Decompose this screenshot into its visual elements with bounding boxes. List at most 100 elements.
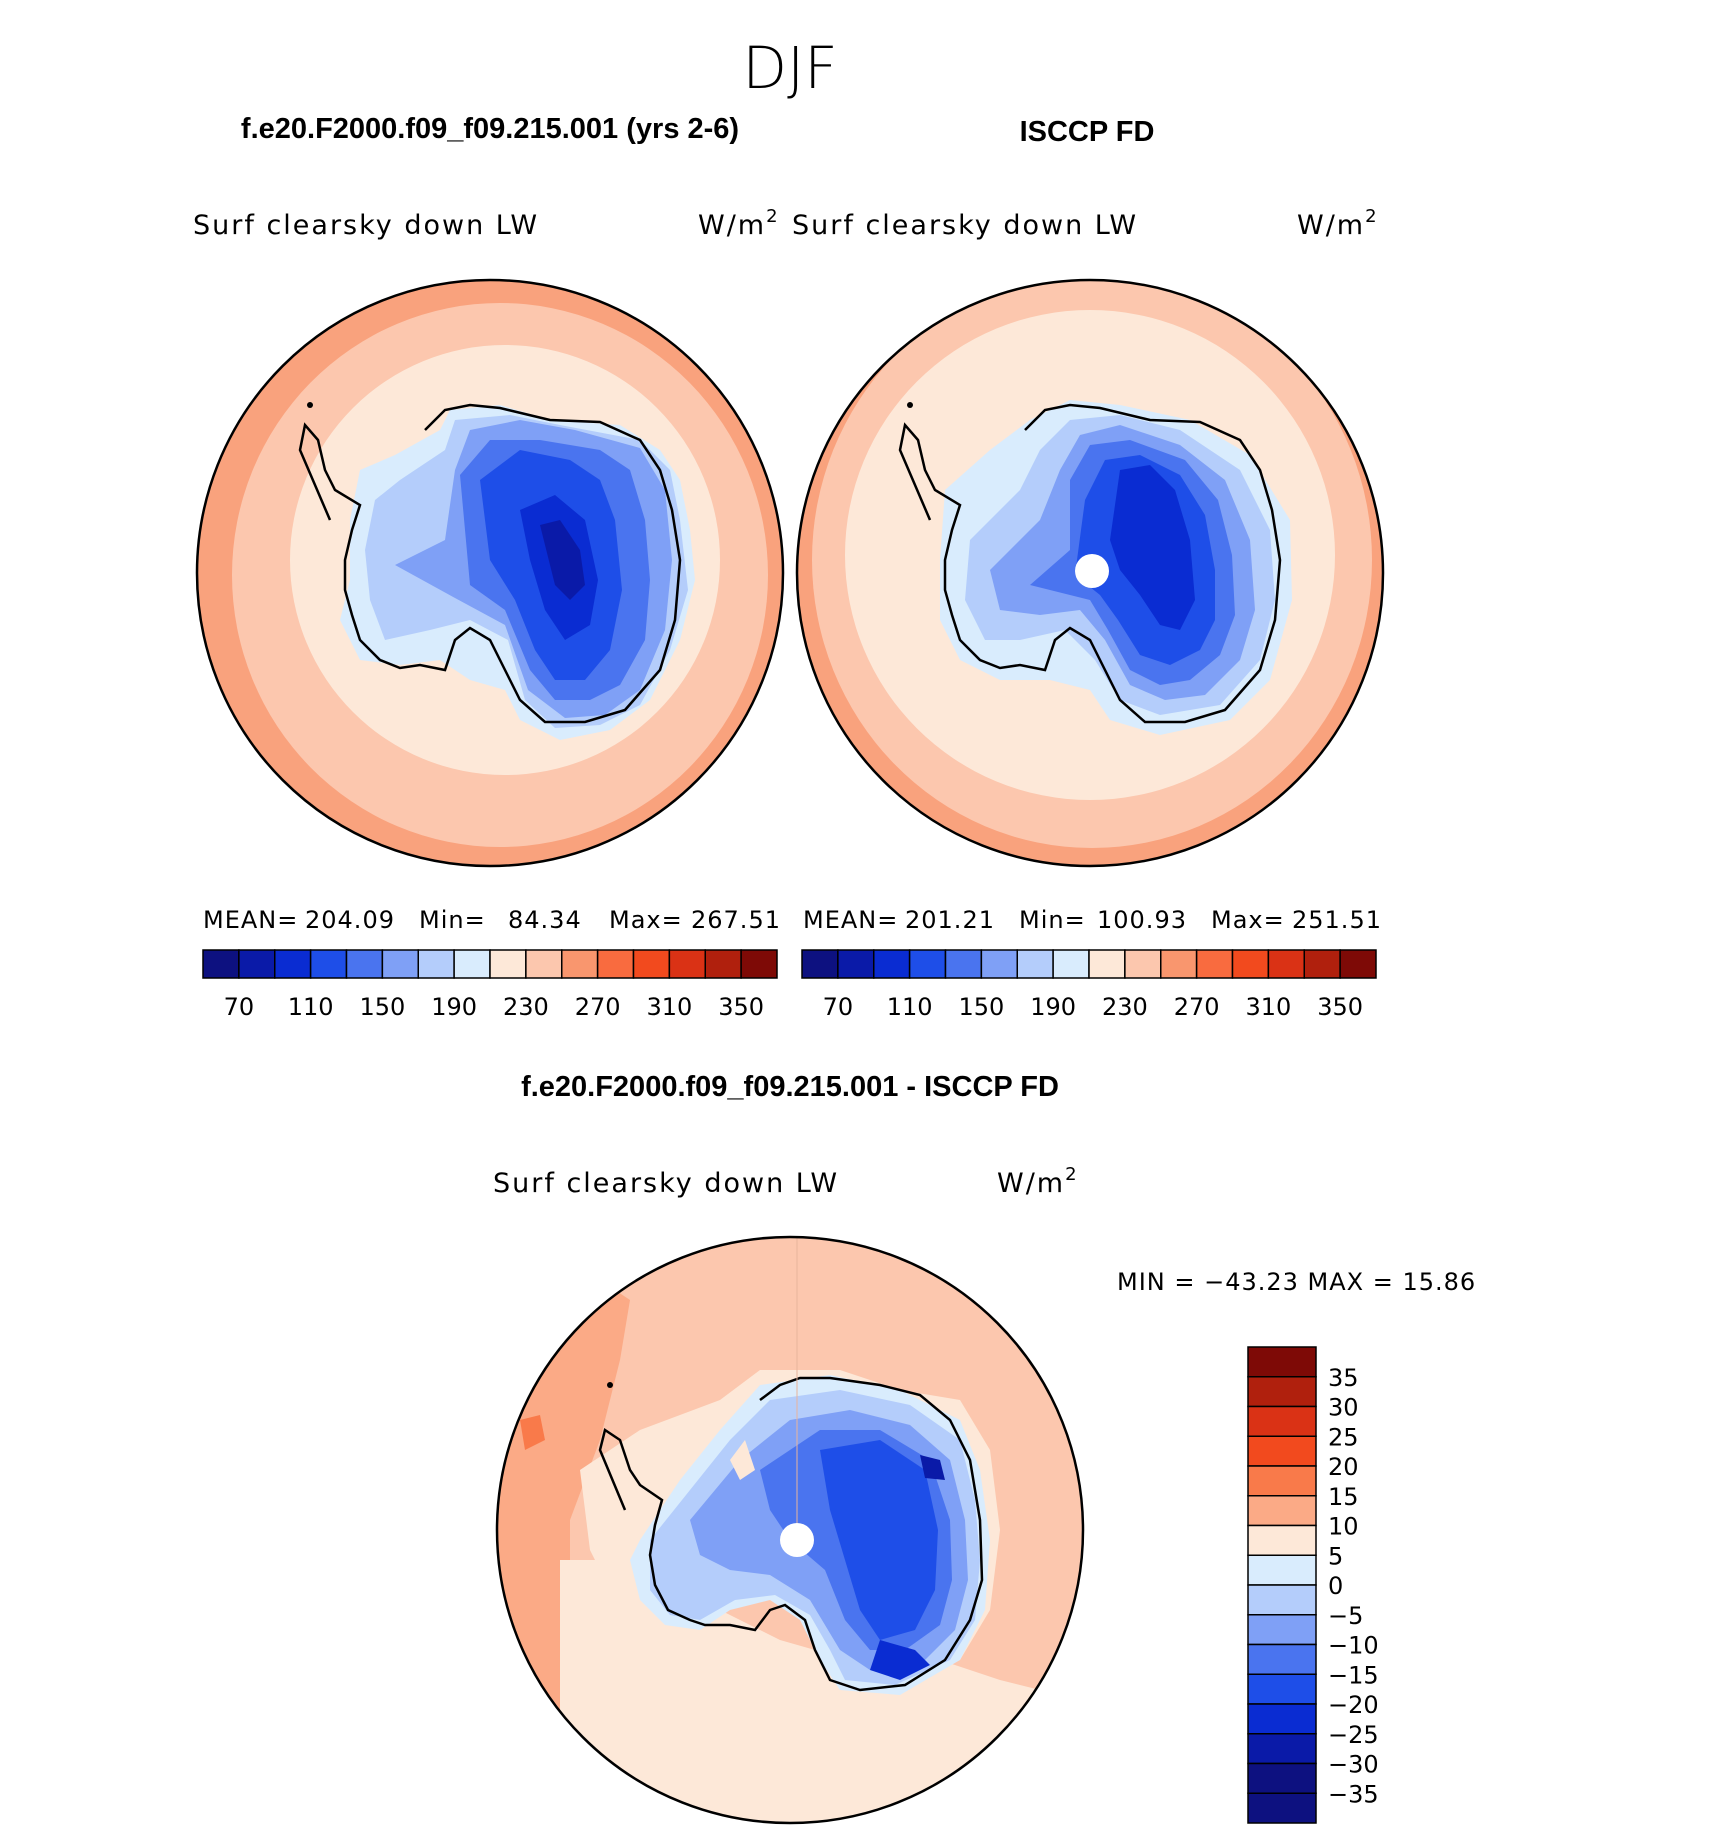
colorbar-swatch	[309, 949, 348, 979]
colorbar-tick-label: 190	[431, 993, 477, 1021]
colorbar-swatch	[1303, 949, 1341, 979]
colorbar-tick-label: 110	[887, 993, 933, 1021]
colorbar-swatch	[1231, 949, 1270, 979]
panel-observation: ISCCP FD Surf clearsky down LW W/m2 MEAN…	[792, 116, 1385, 1021]
colorbar-swatch	[1247, 1435, 1317, 1467]
colorbar-swatch	[1247, 1554, 1317, 1586]
panel-model-map	[197, 280, 783, 866]
panel-difference-case-title: f.e20.F2000.f09_f09.215.001 - ISCCP FD	[521, 1071, 1059, 1103]
colorbar-swatch	[596, 949, 635, 979]
colorbar-swatch	[1247, 1346, 1317, 1378]
colorbar-swatch	[238, 949, 276, 979]
colorbar-tick-label: 310	[646, 993, 692, 1021]
colorbar-swatch	[1195, 949, 1234, 979]
colorbar-tick-label: −10	[1328, 1632, 1379, 1660]
panel-difference: f.e20.F2000.f09_f09.215.001 - ISCCP FD S…	[493, 1071, 1476, 1825]
colorbar-swatch	[1247, 1405, 1317, 1437]
colorbar-swatch	[837, 949, 875, 979]
colorbar-swatch	[944, 949, 983, 979]
colorbar-swatch	[632, 949, 671, 979]
colorbar-tick-label: 70	[823, 993, 854, 1021]
colorbar-tick-label: −35	[1328, 1780, 1379, 1808]
colorbar-swatch	[1247, 1584, 1317, 1616]
colorbar-swatch	[668, 949, 706, 979]
panel-observation-variable-label: Surf clearsky down LW	[792, 210, 1138, 241]
colorbar-tick-label: 230	[503, 993, 549, 1021]
colorbar-tick-label: −25	[1328, 1721, 1379, 1749]
colorbar-swatch	[345, 949, 384, 979]
colorbar-swatch	[980, 949, 1018, 979]
colorbar-swatch	[1247, 1703, 1317, 1735]
colorbar-tick-label: −15	[1328, 1661, 1379, 1689]
panel-difference-units: W/m2	[997, 1164, 1079, 1199]
colorbar-swatch	[1339, 949, 1377, 979]
panel-difference-variable-label: Surf clearsky down LW	[493, 1168, 839, 1199]
min-value: 84.34	[508, 906, 582, 934]
panel-observation-case-title: ISCCP FD	[1020, 116, 1155, 148]
panel-model: f.e20.F2000.f09_f09.215.001 (yrs 2-6) Su…	[193, 113, 785, 1021]
colorbar-swatch	[1247, 1762, 1317, 1794]
panel-difference-map	[497, 1237, 1083, 1823]
colorbar-swatch	[873, 949, 911, 979]
panel-observation-map	[797, 280, 1383, 866]
colorbar-tick-label: −5	[1328, 1602, 1363, 1630]
colorbar-swatch	[1247, 1792, 1317, 1824]
colorbar-tick-label: 350	[718, 993, 764, 1021]
colorbar-absolute-observation: 70 110 150 190 230 270 310 350	[801, 949, 1377, 1021]
mean-value: 201.21	[905, 906, 995, 934]
panel-model-units: W/m2	[698, 206, 780, 241]
panel-model-case-title: f.e20.F2000.f09_f09.215.001 (yrs 2-6)	[241, 113, 739, 145]
colorbar-swatch	[1247, 1465, 1317, 1497]
figure-title: DJF	[742, 34, 837, 102]
colorbar-tick-label: 70	[224, 993, 255, 1021]
colorbar-swatch	[1247, 1733, 1317, 1765]
colorbar-tick-label: 110	[288, 993, 334, 1021]
colorbar-swatch	[381, 949, 419, 979]
colorbar-tick-label: 270	[575, 993, 621, 1021]
colorbar-swatch	[202, 949, 240, 979]
colorbar-swatch	[453, 949, 491, 979]
colorbar-tick-label: 35	[1328, 1364, 1359, 1392]
colorbar-swatch	[561, 949, 599, 979]
colorbar-swatch	[1247, 1673, 1317, 1705]
colorbar-tick-label: −30	[1328, 1751, 1379, 1779]
colorbar-swatch	[1247, 1524, 1317, 1556]
panel-model-stats: MEAN= 204.09 Min= 84.34 Max= 267.51	[203, 906, 781, 934]
colorbar-tick-label: 190	[1030, 993, 1076, 1021]
colorbar-swatch	[1016, 949, 1054, 979]
colorbar-swatch	[525, 949, 563, 979]
colorbar-swatch	[489, 949, 527, 979]
min-label: Min=	[1019, 906, 1086, 934]
mean-value: 204.09	[305, 906, 395, 934]
min-value: 100.93	[1097, 906, 1187, 934]
panel-difference-minmax: MIN = −43.23 MAX = 15.86	[1117, 1268, 1476, 1296]
colorbar-tick-label: 0	[1328, 1572, 1343, 1600]
panel-model-variable-label: Surf clearsky down LW	[193, 210, 539, 241]
max-value: 267.51	[691, 906, 781, 934]
max-value: 251.51	[1292, 906, 1382, 934]
panel-observation-stats: MEAN= 201.21 Min= 100.93 Max= 251.51	[803, 906, 1382, 934]
colorbar-tick-label: 230	[1102, 993, 1148, 1021]
colorbar-swatch	[801, 949, 839, 979]
colorbar-tick-label: 15	[1328, 1483, 1359, 1511]
colorbar-tick-label: 310	[1245, 993, 1291, 1021]
max-label: Max=	[1211, 906, 1285, 934]
colorbar-tick-label: 270	[1174, 993, 1220, 1021]
colorbar-swatch	[704, 949, 742, 979]
min-label: Min=	[419, 906, 486, 934]
colorbar-swatch	[1124, 949, 1162, 979]
colorbar-tick-label: 150	[958, 993, 1004, 1021]
panel-observation-units: W/m2	[1297, 206, 1379, 241]
colorbar-tick-label: 350	[1317, 993, 1363, 1021]
colorbar-swatch	[1247, 1376, 1317, 1408]
colorbar-swatch	[1052, 949, 1090, 979]
colorbar-tick-label: 20	[1328, 1453, 1359, 1481]
colorbar-tick-label: 25	[1328, 1423, 1359, 1451]
colorbar-swatch	[274, 949, 312, 979]
colorbar-tick-label: 150	[359, 993, 405, 1021]
mean-label: MEAN=	[803, 906, 898, 934]
colorbar-tick-label: 10	[1328, 1513, 1359, 1541]
max-label: Max=	[609, 906, 683, 934]
